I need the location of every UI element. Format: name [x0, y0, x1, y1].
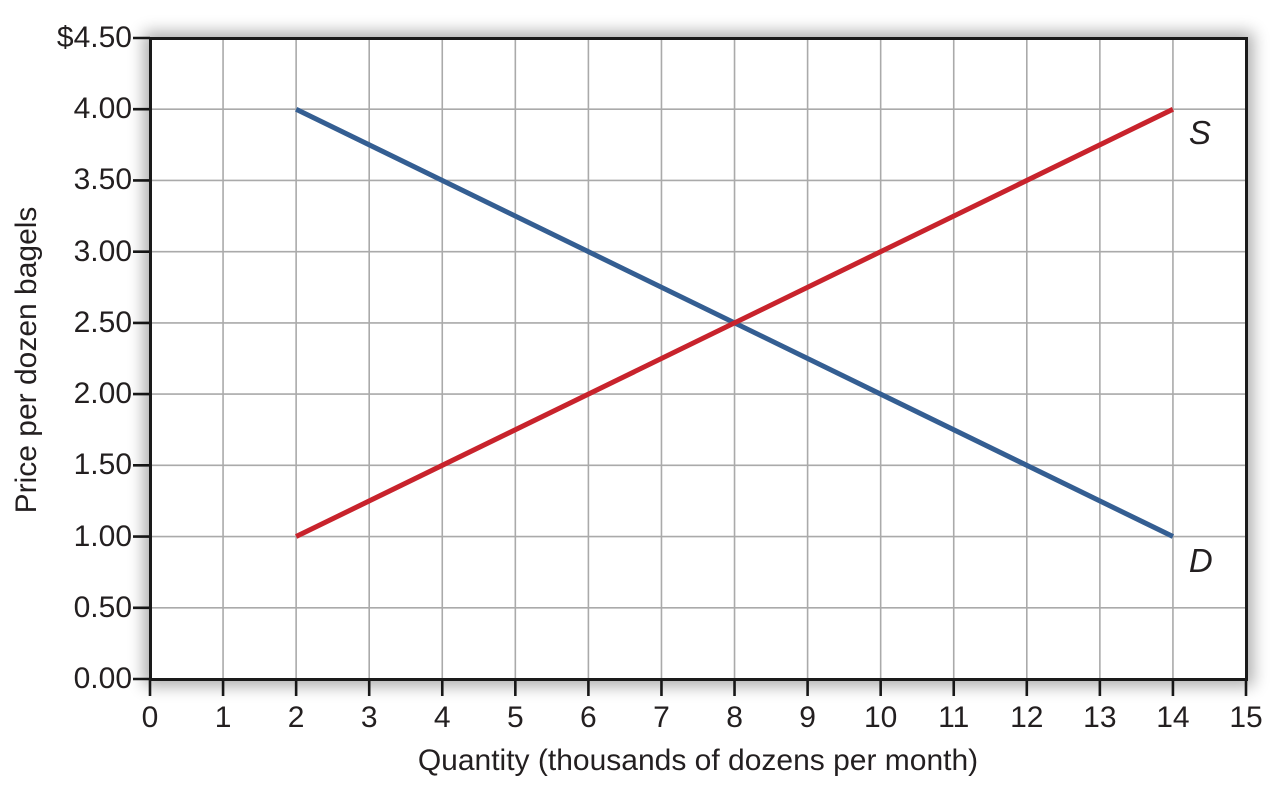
y-tick-label: 3.50	[73, 163, 132, 197]
y-tick-label: 2.00	[73, 377, 132, 411]
x-tick-label: 6	[580, 701, 597, 734]
x-tick-label: 7	[653, 701, 670, 734]
x-tick-label: 15	[1229, 701, 1263, 734]
x-axis-title: Quantity (thousands of dozens per month)	[417, 744, 979, 777]
x-tick-label: 2	[287, 701, 305, 734]
x-tick-label: 5	[506, 701, 524, 734]
y-tick-label: 1.00	[73, 519, 132, 553]
y-tick-label: $4.50	[56, 21, 132, 54]
x-tick-label: 11	[938, 701, 970, 734]
x-tick-label: 10	[863, 701, 898, 734]
x-tick-label: 1	[214, 701, 232, 734]
x-tick-label: 4	[433, 701, 451, 734]
y-tick-label: 3.00	[73, 234, 132, 268]
x-tick-label: 12	[1010, 701, 1044, 734]
y-tick-label: 0.50	[73, 590, 132, 624]
x-tick-label: 13	[1083, 701, 1117, 734]
y-tick-label: 4.00	[73, 92, 132, 126]
series-label-s: S	[1188, 114, 1211, 152]
y-axis-title: Price per dozen bagels	[10, 206, 43, 514]
x-tick-label: 14	[1156, 701, 1190, 734]
y-tick-label: 1.50	[73, 448, 132, 482]
x-tick-label: 0	[141, 701, 159, 734]
x-tick-label: 3	[360, 701, 378, 734]
x-tick-label: 9	[799, 701, 816, 734]
series-label-d: D	[1188, 541, 1213, 579]
x-tick-label: 8	[726, 701, 743, 734]
y-tick-label: 2.50	[73, 305, 132, 339]
y-tick-label: 0.00	[73, 662, 132, 695]
series-line-s	[295, 106, 1175, 539]
